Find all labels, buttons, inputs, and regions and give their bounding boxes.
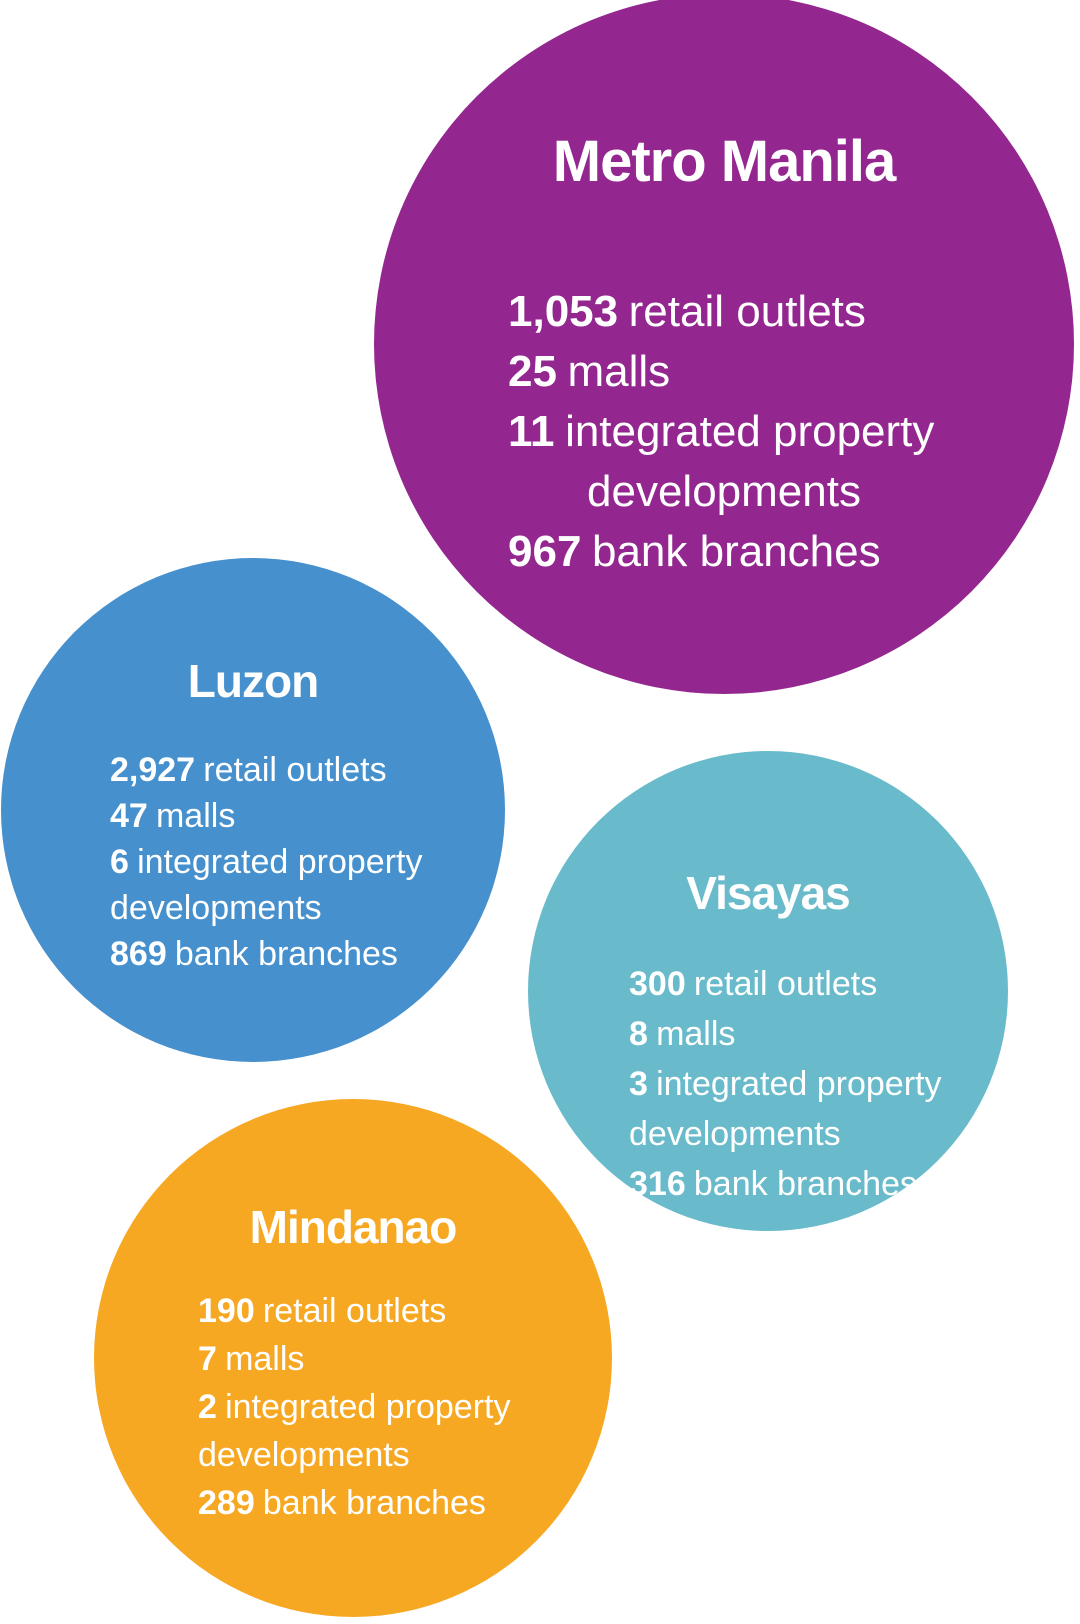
stat-label: integrated property: [656, 1065, 942, 1103]
region-circle-metro-manila: Metro Manila 1,053 retail outlets 25 malls…: [374, 0, 1074, 694]
stat-label: bank branches: [591, 527, 881, 576]
stat-label: developments: [110, 889, 322, 927]
stat-line-integrated-property: 2 integrated property: [94, 1383, 612, 1431]
stat-value: 967: [508, 527, 582, 576]
stat-line-malls: 47 malls: [1, 793, 505, 839]
stat-line-bank-branches: 869 bank branches: [1, 931, 505, 977]
stat-line-integrated-property: 11 integrated property: [374, 402, 1074, 462]
stat-line-retail-outlets: 1,053 retail outlets: [374, 282, 1074, 342]
stat-line-malls: 7 malls: [94, 1335, 612, 1383]
stat-line-integrated-property: 3 integrated property: [528, 1059, 1008, 1109]
stat-label: bank branches: [174, 935, 398, 973]
stat-label: retail outlets: [628, 287, 866, 336]
stat-label: bank branches: [262, 1484, 486, 1522]
region-circle-luzon: Luzon 2,927 retail outlets 47 malls 6 integ…: [1, 558, 505, 1062]
region-circle-visayas: Visayas 300 retail outlets 8 malls 3 integr…: [528, 751, 1008, 1231]
region-stats-visayas: 300 retail outlets 8 malls 3 integrated pro…: [528, 959, 1008, 1209]
stat-label: malls: [567, 347, 671, 396]
stat-line-retail-outlets: 2,927 retail outlets: [1, 747, 505, 793]
stat-value: 190: [198, 1292, 255, 1330]
stat-label: malls: [656, 1015, 736, 1053]
stat-label: developments: [198, 1436, 410, 1474]
region-stats-luzon: 2,927 retail outlets 47 malls 6 integrated …: [1, 747, 505, 977]
stat-value: 289: [198, 1484, 255, 1522]
stat-value: 25: [508, 347, 557, 396]
region-stats-mindanao: 190 retail outlets 7 malls 2 integrated pro…: [94, 1287, 612, 1527]
stat-label: retail outlets: [693, 965, 878, 1003]
stat-value: 11: [508, 407, 555, 456]
stat-value: 6: [110, 843, 129, 881]
region-stats-metro-manila: 1,053 retail outlets 25 malls 11 integrated…: [374, 282, 1074, 582]
stat-value: 316: [629, 1165, 686, 1203]
region-title-visayas: Visayas: [686, 867, 851, 919]
stat-line-bank-branches: 316 bank branches: [528, 1159, 1008, 1209]
stat-value: 2: [198, 1388, 217, 1426]
stat-line-bank-branches: 967 bank branches: [374, 522, 1074, 582]
stat-value: 300: [629, 965, 686, 1003]
region-title-luzon: Luzon: [187, 655, 319, 707]
stat-value: 47: [110, 797, 148, 835]
stat-value: 2,927: [110, 751, 196, 789]
region-circle-mindanao: Mindanao 190 retail outlets 7 malls 2 integ…: [94, 1099, 612, 1617]
stat-value: 8: [629, 1015, 648, 1053]
stat-line-malls: 8 malls: [528, 1009, 1008, 1059]
stat-label: malls: [155, 797, 236, 835]
stat-line-developments: developments: [374, 462, 1074, 522]
stat-line-malls: 25 malls: [374, 342, 1074, 402]
stat-label: bank branches: [693, 1165, 917, 1203]
stat-line-retail-outlets: 190 retail outlets: [94, 1287, 612, 1335]
stat-value: 869: [110, 935, 167, 973]
stat-label: retail outlets: [262, 1292, 447, 1330]
stat-value: 1,053: [508, 287, 619, 336]
stat-line-integrated-property: 6 integrated property: [1, 839, 505, 885]
stat-line-developments: developments: [1, 885, 505, 931]
stat-value: 7: [198, 1340, 217, 1378]
stat-label: malls: [225, 1340, 305, 1378]
stat-line-retail-outlets: 300 retail outlets: [528, 959, 1008, 1009]
stat-line-developments: developments: [94, 1431, 612, 1479]
region-title-metro-manila: Metro Manila: [552, 129, 897, 194]
stat-label: retail outlets: [203, 751, 387, 789]
stat-line-bank-branches: 289 bank branches: [94, 1479, 612, 1527]
stat-value: 3: [629, 1065, 648, 1103]
stat-label: developments: [587, 467, 861, 516]
stat-label: developments: [629, 1115, 841, 1153]
stat-label: integrated property: [565, 407, 935, 456]
stat-line-developments: developments: [528, 1109, 1008, 1159]
stat-label: integrated property: [137, 843, 423, 881]
stat-label: integrated property: [225, 1388, 511, 1426]
region-title-mindanao: Mindanao: [249, 1201, 458, 1253]
